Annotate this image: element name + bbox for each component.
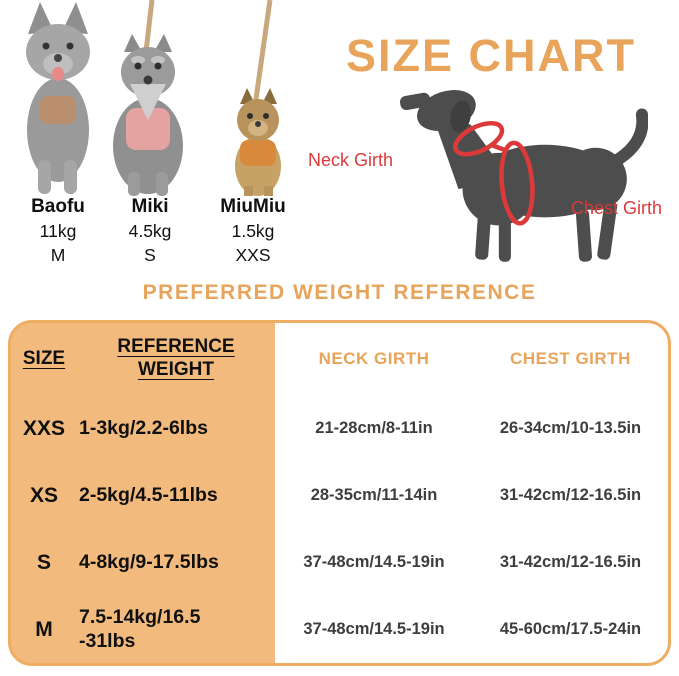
dogs-photo [0,0,340,196]
size-cell: S [36,550,51,574]
neck-girth-label: Neck Girth [308,150,394,170]
weight-cell: 4-8kg/9-17.5lbs [79,550,219,573]
neck-girth-cell: 37-48cm/14.5-19in [303,620,445,638]
dog-size: XXS [235,244,271,265]
dog-weight: 1.5kg [231,220,275,241]
col-header-size: SIZE [22,348,66,369]
dog-miumiu-illustration [235,88,281,196]
neck-girth-cell: 37-48cm/14.5-19in [303,553,445,571]
chest-girth-cell: 31-42cm/12-16.5in [499,553,642,571]
size-cell: XXS [22,416,66,440]
dog-silhouette [399,90,649,262]
dog-name: Baofu [31,196,85,217]
leash-line [252,0,273,107]
dog-name: Miki [131,196,169,217]
neck-girth-cell: 28-35cm/11-14in [310,486,438,504]
dog-size: M [50,244,66,265]
dog-caption-baofu: Baofu 11kg M [2,196,114,266]
dog-silhouette-illustration [399,90,649,262]
dog-name: MiuMiu [220,196,286,217]
col-header-neck-girth: NECK GIRTH [318,349,430,368]
col-header-chest-girth: CHEST GIRTH [510,349,631,368]
col-header-reference-weight: REFERENCE WEIGHT [117,336,235,380]
dog-weight: 4.5kg [128,220,172,241]
dog-caption-miki: Miki 4.5kg S [94,196,206,266]
neck-girth-marker [453,120,505,157]
size-cell: XS [29,483,58,507]
size-table: SIZE REFERENCE WEIGHT NECK GIRTH CHEST G… [8,320,671,666]
dog-weight: 11kg [39,220,77,241]
section-heading: PREFERRED WEIGHT REFERENCE [142,281,537,304]
weight-cell: 1-3kg/2.2-6lbs [79,416,208,439]
chest-girth-cell: 26-34cm/10-13.5in [499,419,642,437]
chest-girth-marker [489,140,535,226]
page-title: SIZE CHART [346,30,636,81]
neck-girth-cell: 21-28cm/8-11in [315,419,433,437]
weight-cell: 7.5-14kg/16.5 -31lbs [79,606,201,652]
girth-diagram [396,84,649,266]
dogs-photo-illustration [26,0,281,196]
chest-girth-cell: 45-60cm/17.5-24in [499,620,642,638]
chest-girth-label: Chest Girth [571,198,663,218]
dog-caption-miumiu: MiuMiu 1.5kg XXS [197,196,309,266]
weight-cell: 2-5kg/4.5-11lbs [79,483,218,506]
size-cell: M [35,617,53,641]
dog-baofu-illustration [26,2,90,194]
chest-girth-cell: 31-42cm/12-16.5in [499,486,642,504]
dog-size: S [144,244,156,265]
dog-miki-illustration [113,34,183,196]
